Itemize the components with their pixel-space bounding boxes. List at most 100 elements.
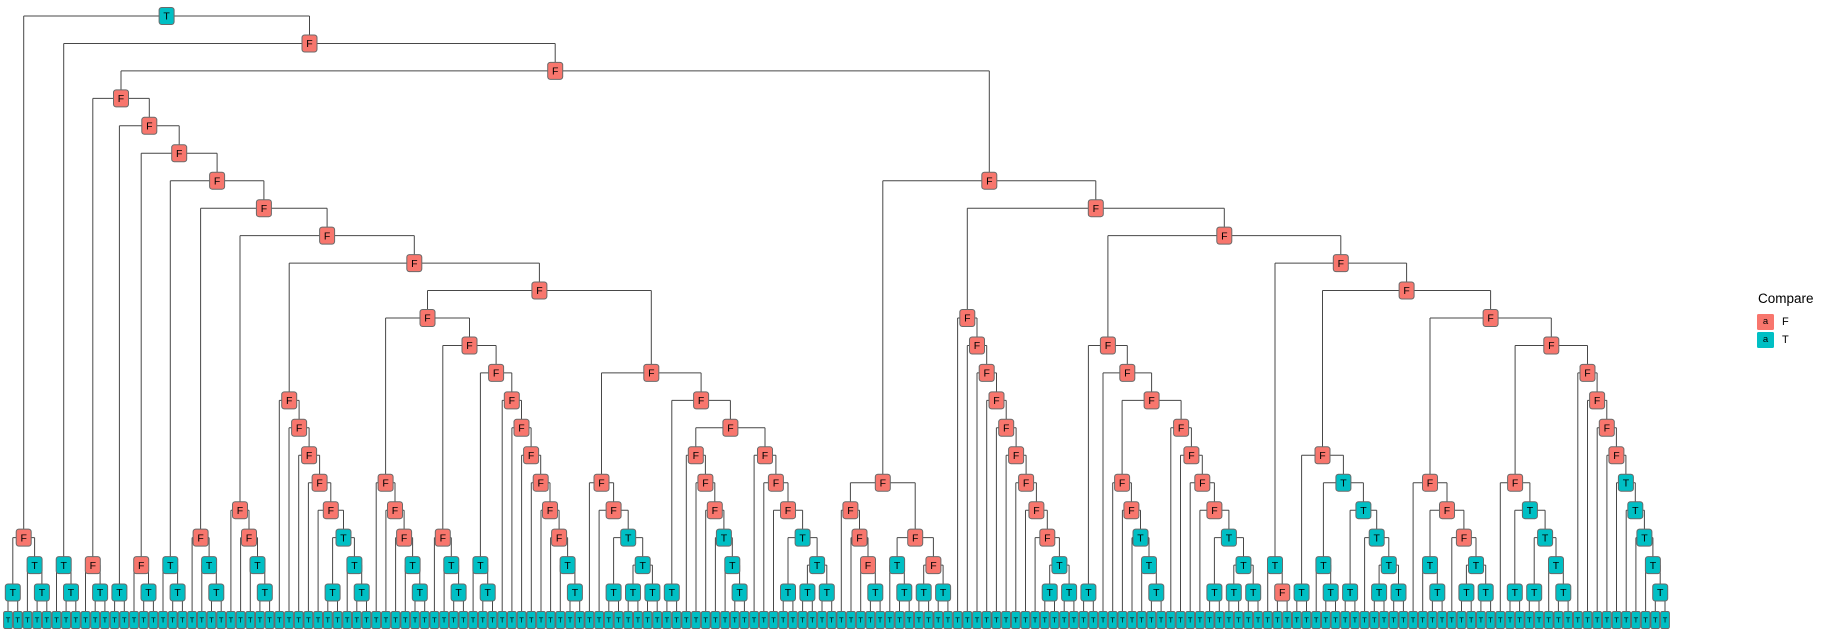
svg-text:T: T (742, 616, 747, 625)
tree-internal-node: T (324, 583, 341, 602)
svg-text:T: T (1634, 616, 1639, 625)
tree-internal-node: F (133, 556, 150, 575)
svg-text:F: F (974, 340, 980, 352)
svg-text:T: T (287, 616, 292, 625)
tree-leaf-node: T (797, 611, 808, 629)
svg-text:F: F (1444, 505, 1450, 517)
tree-edges (7, 15, 1666, 620)
tree-internal-node: F (697, 473, 714, 492)
tree-internal-node: F (488, 363, 505, 382)
svg-text:T: T (167, 560, 174, 572)
tree-internal-node: F (1507, 473, 1524, 492)
svg-text:T: T (1298, 587, 1305, 599)
tree-internal-node: F (1028, 501, 1045, 520)
tree-internal-node: T (111, 583, 128, 602)
tree-leaf-node: T (1505, 611, 1515, 629)
svg-text:F: F (261, 203, 267, 215)
svg-text:T: T (422, 616, 427, 625)
svg-text:T: T (1285, 616, 1290, 625)
svg-text:T: T (1531, 587, 1538, 599)
svg-text:F: F (237, 505, 243, 517)
tree-internal-node: T (1041, 583, 1058, 602)
svg-text:F: F (698, 395, 704, 407)
tree-leaf-node: T (729, 611, 740, 629)
svg-text:T: T (894, 560, 901, 572)
svg-text:T: T (1643, 616, 1648, 625)
tree-leaf-node: T (1408, 611, 1418, 629)
tree-leaf-node: T (1146, 611, 1157, 629)
tree-leaf-node: T (768, 611, 779, 629)
tree-internal-node: T (404, 556, 421, 575)
tree-leaf-node: T (167, 611, 178, 629)
tree-leaf-node: T (1446, 611, 1457, 629)
svg-text:T: T (206, 560, 213, 572)
tree-internal-node: F (291, 418, 308, 437)
tree-leaf-node: T (1369, 611, 1380, 629)
tree-leaf-node: T (710, 611, 721, 629)
svg-text:T: T (907, 616, 912, 625)
tree-leaf-node: T (1214, 611, 1225, 629)
svg-text:T: T (965, 616, 970, 625)
tree-leaf-node: T (884, 611, 895, 629)
svg-text:T: T (1508, 616, 1513, 625)
tree-leaf-node: T (904, 611, 915, 629)
svg-text:F: F (440, 532, 446, 544)
svg-text:T: T (610, 587, 617, 599)
tree-internal-node: F (461, 336, 478, 355)
tree-internal-node: F (767, 473, 784, 492)
svg-text:T: T (994, 616, 999, 625)
svg-text:T: T (1347, 587, 1354, 599)
tree-internal-node: T (1315, 556, 1332, 575)
legend-label-f: F (1782, 315, 1789, 328)
svg-text:F: F (1178, 423, 1184, 435)
tree-internal-node: F (1398, 281, 1415, 300)
svg-text:T: T (141, 616, 146, 625)
legend-key-glyph: a (1762, 334, 1769, 345)
tree-internal-node: F (981, 171, 998, 190)
svg-text:T: T (1488, 616, 1493, 625)
tree-internal-node: F (998, 418, 1015, 437)
svg-text:T: T (1072, 616, 1077, 625)
tree-leaf-node: T (914, 611, 924, 629)
svg-text:T: T (1657, 587, 1664, 599)
svg-text:T: T (1450, 616, 1455, 625)
tree-leaf-node: T (623, 611, 634, 629)
tree-leaf-node: T (361, 611, 372, 629)
tree-internal-node: F (874, 473, 891, 492)
svg-text:T: T (442, 616, 447, 625)
svg-text:T: T (897, 616, 902, 625)
svg-text:T: T (1085, 587, 1092, 599)
tree-leaf-node: T (158, 611, 168, 629)
tree-leaf-node: T (516, 611, 527, 629)
tree-internal-node: T (1322, 583, 1339, 602)
svg-text:F: F (1221, 230, 1227, 242)
tree-leaf-node: T (594, 611, 605, 629)
tree-internal-node: F (1206, 501, 1223, 520)
tree-leaf-node: T (1311, 611, 1322, 629)
tree-leaf-node: T (536, 611, 546, 629)
tree-leaf-node: T (109, 611, 120, 629)
tree-leaf-node: T (1340, 611, 1351, 629)
svg-text:T: T (93, 616, 98, 625)
tree-leaf-node: T (1485, 611, 1496, 629)
svg-text:T: T (455, 587, 462, 599)
svg-text:F: F (547, 505, 553, 517)
svg-text:T: T (1198, 616, 1203, 625)
svg-text:T: T (597, 616, 602, 625)
svg-text:T: T (926, 616, 931, 625)
svg-text:T: T (539, 616, 544, 625)
tree-internal-node: F (693, 391, 710, 410)
svg-text:T: T (984, 616, 989, 625)
svg-text:T: T (384, 616, 389, 625)
tree-leaf-node: T (642, 611, 653, 629)
svg-text:T: T (1624, 616, 1629, 625)
svg-text:T: T (358, 587, 365, 599)
svg-text:F: F (1512, 477, 1518, 489)
svg-text:T: T (1473, 560, 1480, 572)
svg-text:T: T (254, 560, 261, 572)
svg-text:T: T (1395, 587, 1402, 599)
svg-text:T: T (145, 587, 152, 599)
svg-text:F: F (1148, 395, 1154, 407)
svg-text:T: T (1479, 616, 1484, 625)
svg-text:T: T (1641, 532, 1648, 544)
